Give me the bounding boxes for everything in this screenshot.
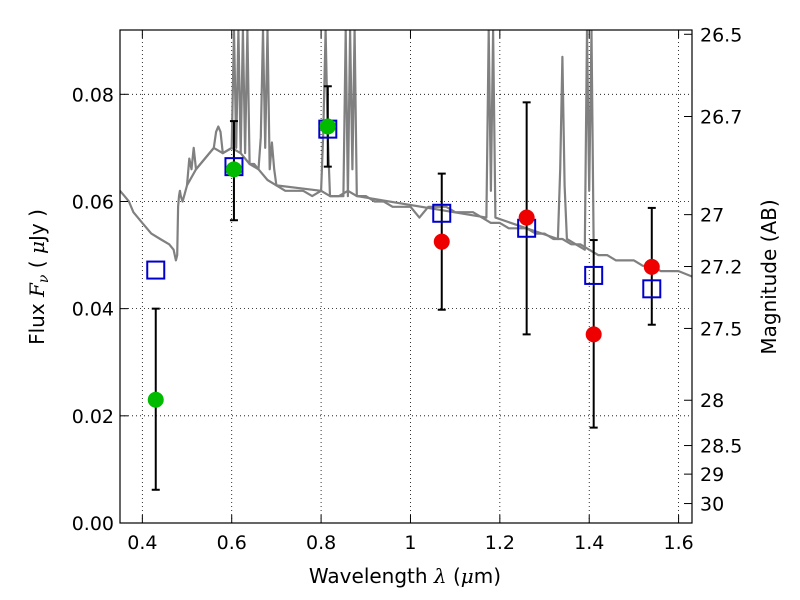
y2-tick-label: 27.5: [700, 318, 742, 340]
y-axis-unit-close: Jy ): [25, 209, 49, 243]
y2-tick-label: 26.5: [700, 24, 742, 46]
data-point: [319, 118, 336, 135]
model-square: [432, 203, 452, 223]
data-point: [585, 326, 602, 343]
y-axis-label-part1: Flux: [25, 297, 49, 345]
data-point: [433, 233, 450, 250]
y-tick-label: 0.08: [72, 84, 114, 106]
x-tick-label: 1.6: [663, 532, 693, 554]
y2-tick-label: 28: [700, 390, 724, 412]
x-tick-label: 1: [404, 532, 416, 554]
spectrum-line: [120, 146, 692, 278]
data-point: [518, 209, 535, 226]
axis-ticks: 0.4 0.6 0.8 1 1.2 1.4 1.6 0.00 0.02 0.04 0.06 0.08 2…: [72, 24, 743, 554]
spectrum-line: [185, 30, 595, 251]
y-axis-F: F: [25, 282, 49, 298]
x-axis-label-part1: Wavelength: [309, 564, 434, 588]
x-axis-label: Wavelength λ (μm): [309, 564, 501, 588]
y-axis-mu: μ: [25, 241, 49, 254]
data-point: [147, 391, 164, 408]
x-tick-label: 0.8: [306, 532, 336, 554]
data-point: [225, 161, 242, 178]
model-photometry: [146, 119, 662, 299]
y2-axis-label: Magnitude (AB): [757, 199, 781, 354]
y2-tick-label: 30: [700, 494, 724, 516]
grid-lines: [120, 30, 692, 523]
x-axis-lambda: λ: [433, 564, 447, 588]
model-square: [642, 279, 662, 299]
x-tick-label: 1.2: [485, 532, 515, 554]
y-tick-label: 0.00: [72, 513, 114, 535]
y-axis-nu: ν: [36, 274, 52, 283]
model-spectrum: [120, 30, 692, 278]
y2-tick-label: 26.7: [700, 107, 742, 129]
y-axis-label: Flux Fν ( μJy ): [25, 209, 52, 345]
model-square: [584, 265, 604, 285]
y-axis-unit-open: (: [25, 254, 49, 275]
y2-tick-label: 29: [700, 464, 724, 486]
x-tick-label: 1.4: [574, 532, 604, 554]
x-axis-unit-end: m): [474, 564, 501, 588]
y2-tick-label: 27.2: [700, 257, 742, 279]
y-tick-label: 0.02: [72, 406, 114, 428]
y-tick-label: 0.04: [72, 299, 114, 321]
x-axis-unit: (: [447, 564, 461, 588]
model-square: [146, 260, 166, 280]
observed-photometry: [147, 118, 660, 408]
x-axis-mu: μ: [461, 564, 474, 588]
y2-tick-label: 28.5: [700, 436, 742, 458]
error-bars: [151, 85, 656, 491]
y-tick-label: 0.06: [72, 191, 114, 213]
x-tick-label: 0.6: [217, 532, 247, 554]
data-point: [643, 258, 660, 275]
plot-frame: [119, 29, 693, 524]
x-tick-label: 0.4: [127, 532, 157, 554]
y2-tick-label: 27: [700, 205, 724, 227]
